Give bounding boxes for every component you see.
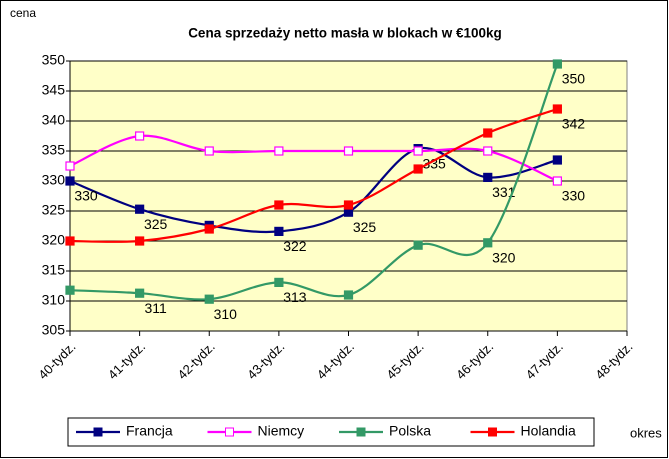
point-marker bbox=[274, 277, 284, 287]
data-label: 311 bbox=[144, 300, 167, 316]
point-marker bbox=[483, 172, 493, 182]
legend-label: Holandia bbox=[521, 423, 576, 439]
data-label: 313 bbox=[283, 289, 307, 305]
data-label: 325 bbox=[353, 219, 377, 235]
point-marker bbox=[343, 200, 354, 210]
series-line bbox=[69, 107, 558, 243]
point-marker bbox=[552, 176, 562, 186]
point-marker bbox=[413, 240, 423, 250]
series-line bbox=[69, 134, 558, 183]
point-marker bbox=[135, 204, 145, 214]
point-marker bbox=[65, 176, 75, 186]
y-tick-label: 335 bbox=[42, 142, 66, 158]
chart-title: Cena sprzedaży netto masła w blokach w €… bbox=[188, 26, 502, 41]
point-marker bbox=[274, 146, 284, 156]
data-label: 320 bbox=[492, 250, 516, 266]
point-marker bbox=[343, 290, 354, 300]
point-marker bbox=[135, 131, 145, 141]
y-tick-label: 320 bbox=[42, 232, 66, 248]
point-marker bbox=[552, 104, 562, 114]
point-marker bbox=[413, 146, 423, 156]
point-marker bbox=[274, 200, 284, 210]
point-marker bbox=[204, 294, 214, 304]
data-label: 322 bbox=[283, 238, 307, 254]
y-tick-label: 350 bbox=[42, 52, 66, 68]
y-axis-label: cena bbox=[10, 6, 36, 20]
point-marker bbox=[135, 236, 145, 246]
legend-label: Polska bbox=[389, 423, 431, 439]
y-tick-label: 330 bbox=[42, 172, 66, 188]
point-marker bbox=[204, 146, 214, 156]
data-label: 330 bbox=[562, 188, 586, 204]
legend: Francja Niemcy Polska Holandia bbox=[67, 417, 595, 447]
point-marker bbox=[552, 59, 562, 69]
legend-label: Niemcy bbox=[258, 423, 305, 439]
point-marker bbox=[413, 164, 423, 174]
point-marker bbox=[65, 236, 75, 246]
point-marker bbox=[65, 161, 75, 171]
data-label: 331 bbox=[492, 184, 516, 200]
y-tick-label: 310 bbox=[42, 292, 66, 308]
point-marker bbox=[483, 146, 493, 156]
point-marker bbox=[552, 155, 562, 165]
data-label: 335 bbox=[422, 155, 446, 171]
point-marker bbox=[274, 226, 284, 236]
y-tick-label: 340 bbox=[42, 112, 66, 128]
point-marker bbox=[483, 128, 493, 138]
point-marker bbox=[135, 288, 145, 298]
y-tick-label: 325 bbox=[42, 202, 66, 218]
point-marker bbox=[483, 238, 493, 248]
legend-marker bbox=[488, 427, 497, 437]
legend-marker bbox=[93, 427, 103, 437]
series-line bbox=[69, 146, 558, 234]
x-axis-label: okres bbox=[630, 425, 662, 440]
y-tick-label: 345 bbox=[42, 82, 66, 98]
legend-label: Francja bbox=[126, 423, 173, 439]
y-tick-label: 305 bbox=[42, 322, 66, 338]
plot-area bbox=[69, 60, 628, 332]
data-label: 325 bbox=[144, 216, 168, 232]
data-label: 330 bbox=[74, 188, 98, 204]
data-label: 350 bbox=[562, 71, 586, 87]
data-label: 310 bbox=[214, 306, 238, 322]
point-marker bbox=[204, 224, 214, 234]
data-label: 342 bbox=[562, 116, 586, 132]
point-marker bbox=[343, 146, 354, 156]
y-tick-label: 315 bbox=[42, 262, 66, 278]
legend-marker bbox=[225, 427, 234, 437]
legend-marker bbox=[356, 427, 366, 437]
point-marker bbox=[65, 285, 75, 295]
